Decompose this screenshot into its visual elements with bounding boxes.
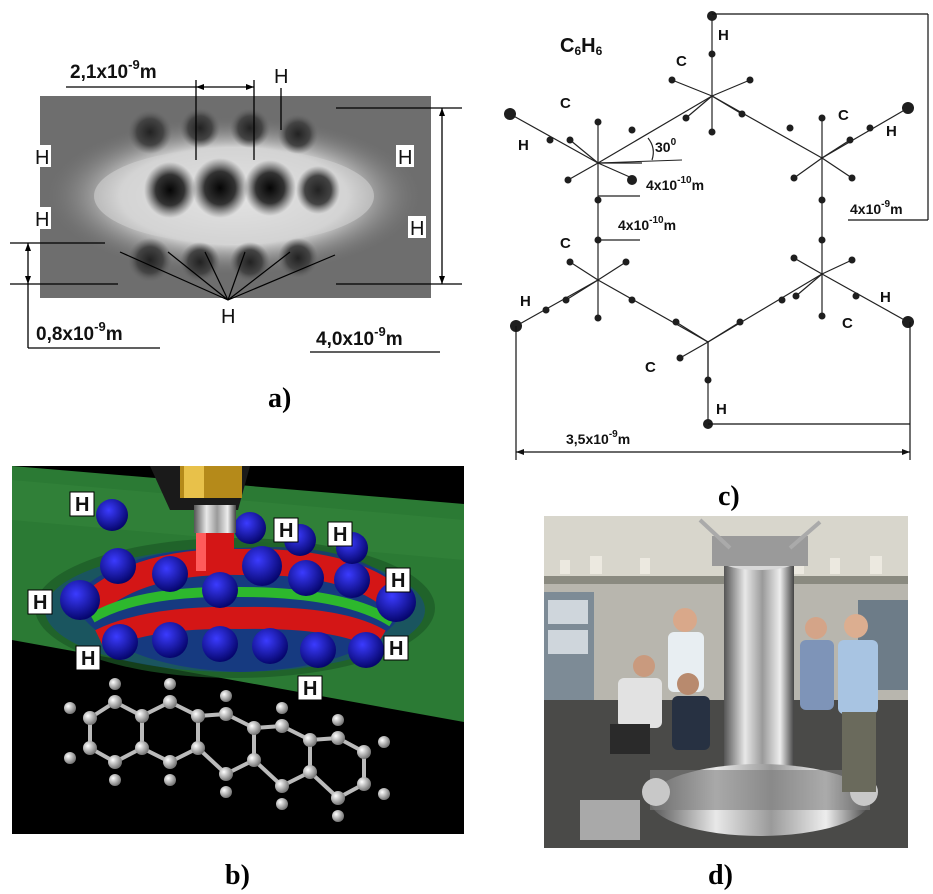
svg-text:C: C [842,315,853,332]
dim-top-label-a: 2,1x10-9m [70,57,157,83]
svg-text:H: H [718,27,729,44]
svg-text:C: C [560,95,571,112]
svg-text:H: H [303,678,317,700]
svg-text:H: H [75,494,89,516]
panel-a: 2,1x10-9m 0,8x10-9m 4,0x10-9m H H H H H … [10,57,462,414]
svg-text:C: C [645,359,656,376]
dim-right-label-c: 4x10-9m [850,199,903,217]
hydrogen-labels-a: H H H H H H [33,66,426,328]
benzene-atoms [504,11,914,429]
orbital-lobes [45,499,425,672]
svg-text:H: H [886,123,897,140]
molecule-atoms [64,678,390,822]
formula-label: C6H6 [560,35,603,58]
stm-tip [150,466,250,571]
dim-bottom-label-c: 3,5x10-9m [566,429,630,447]
hydrogen-labels-b: H H H H H H H H [27,491,411,701]
svg-text:C: C [560,235,571,252]
bond-length-label-1: 4x10-10m [646,175,704,193]
benzene-bonds [509,16,909,424]
svg-text:H: H [398,147,412,169]
svg-text:H: H [518,137,529,154]
svg-text:H: H [716,401,727,418]
panel-b: H H H H H H H H [12,466,464,891]
svg-text:H: H [33,592,47,614]
svg-text:H: H [35,209,49,231]
svg-text:H: H [389,638,403,660]
svg-text:H: H [520,293,531,310]
svg-text:C: C [676,53,687,70]
caption-b: b) [225,860,250,891]
svg-text:H: H [333,524,347,546]
svg-text:H: H [880,289,891,306]
caption-d: d) [708,860,733,891]
svg-text:H: H [274,66,288,88]
angle-label: 300 [655,137,677,155]
panel-d: d) [544,516,908,891]
svg-text:H: H [410,218,424,240]
dim-right-label-a: 4,0x10-9m [316,324,403,350]
svg-text:H: H [35,147,49,169]
svg-text:C: C [838,107,849,124]
caption-a: a) [268,383,291,414]
bond-length-label-2: 4x10-10m [618,215,676,233]
svg-text:H: H [221,306,235,328]
svg-text:H: H [279,520,293,542]
svg-text:H: H [81,648,95,670]
panel-c: C6H6 [504,11,929,512]
atom-labels-c: C C C C C C H H H H H H [518,27,897,418]
outer-dimensions-c [515,13,929,460]
caption-c: c) [718,481,740,512]
dim-left-label-a: 0,8x10-9m [36,319,123,345]
svg-text:H: H [391,570,405,592]
people [610,608,878,792]
